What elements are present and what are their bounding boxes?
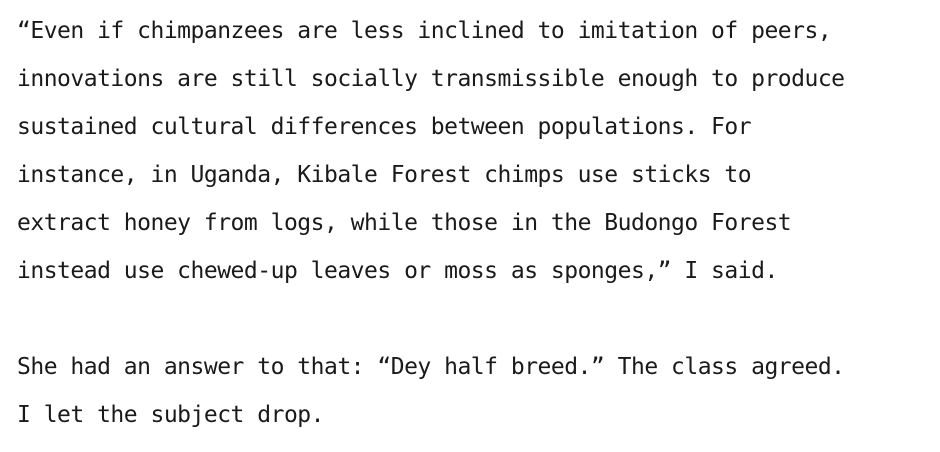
text-line: “Even if chimpanzees are less inclined t… [17,18,832,44]
text-line: instead use chewed-up leaves or moss as … [17,258,778,284]
document-body: “Even if chimpanzees are less inclined t… [17,7,932,439]
text-line: She had an answer to that: “Dey half bre… [17,354,845,380]
text-line: extract honey from logs, while those in … [17,210,792,236]
text-line: instance, in Uganda, Kibale Forest chimp… [17,162,752,188]
text-line: innovations are still socially transmiss… [17,66,845,92]
text-line: sustained cultural differences between p… [17,114,752,140]
paragraph-1: “Even if chimpanzees are less inclined t… [17,7,932,295]
paragraph-spacer [17,295,932,343]
text-line: I let the subject drop. [17,402,325,428]
paragraph-2: She had an answer to that: “Dey half bre… [17,343,932,439]
